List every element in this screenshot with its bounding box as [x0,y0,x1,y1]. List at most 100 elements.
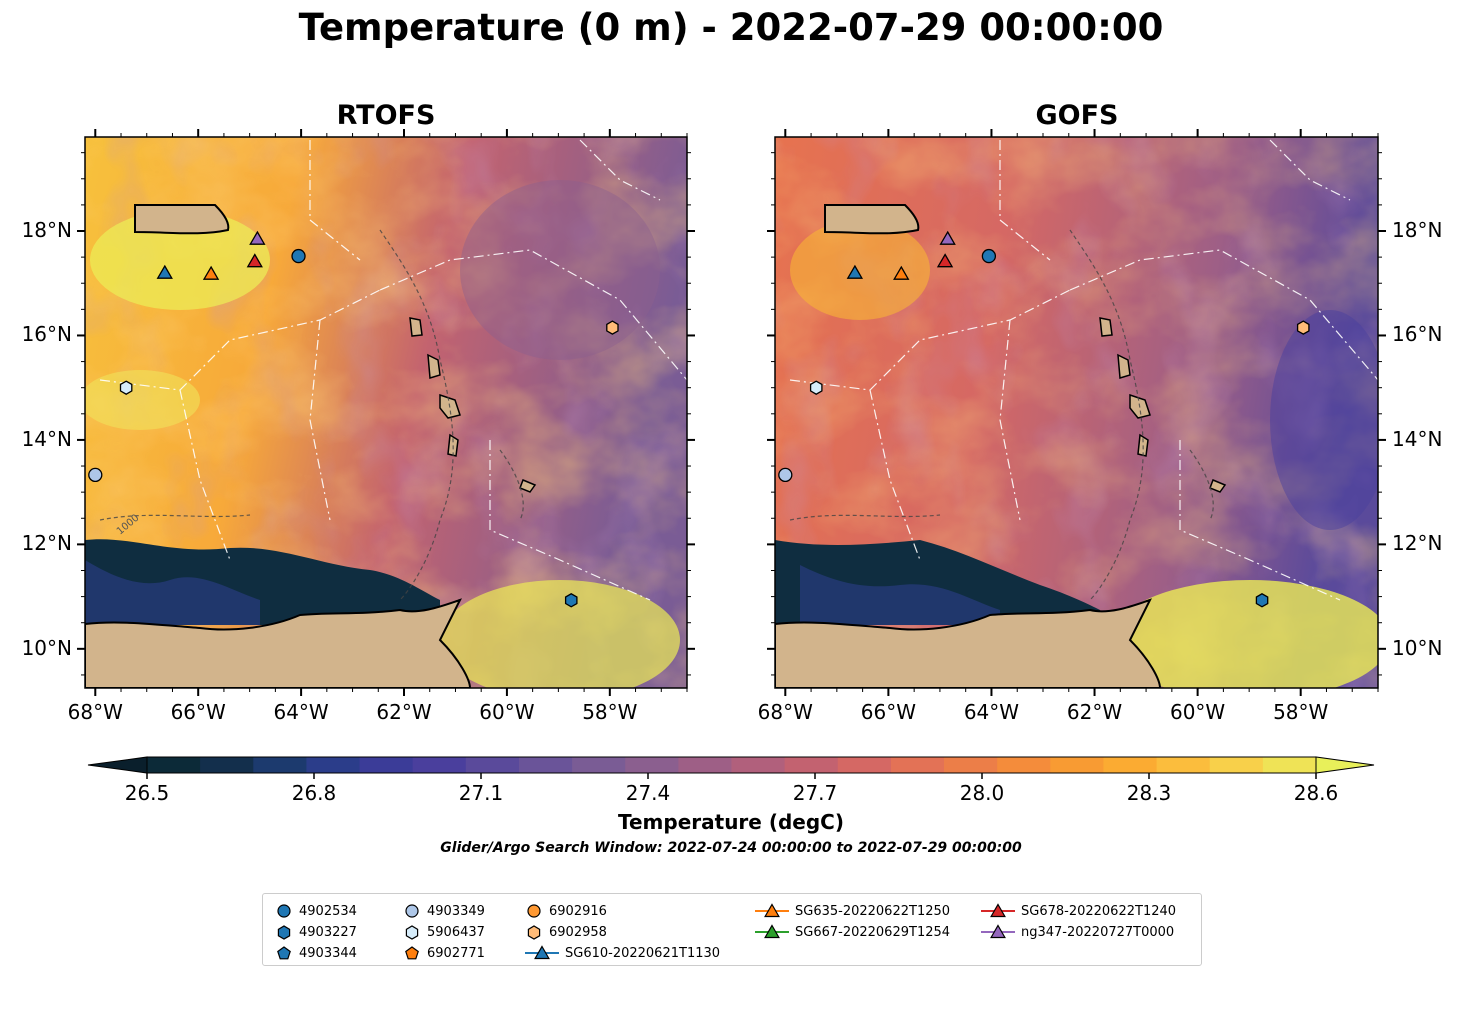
gofs-marker-4902534 [981,248,997,264]
colorbar [87,756,1375,779]
gofs-marker-5906437 [809,380,823,395]
legend-marker-icon [277,904,291,918]
panel-title-gofs: GOFS [1035,100,1119,131]
colorbar-tick-label: 28.6 [1293,781,1339,805]
colorbar-segment [306,757,361,773]
rtofs-marker-5906437 [119,380,133,395]
colorbar-tick-label: 27.7 [792,781,838,805]
legend-item: 4903227 [275,923,357,941]
gofs-eez-boundaries [789,139,1378,601]
gofs-lon-label: 66°W [860,700,916,724]
legend-label: 6902916 [549,903,607,919]
gofs-lat-label: 10°N [1392,635,1443,660]
colorbar-segment [997,757,1051,773]
rtofs-lat-label: 14°N [21,426,72,451]
legend-label: 4903227 [299,924,357,940]
colorbar-segment [1156,757,1211,773]
legend-label: SG667-20220629T1254 [795,924,951,940]
legend-label: 4903349 [427,903,485,919]
gofs-markers [778,230,1310,608]
legend-label: 6902958 [549,924,607,940]
colorbar-extend-low [87,756,148,774]
legend-marker-icon [405,946,419,960]
legend-marker-icon [981,903,1015,918]
rtofs-lon-label: 66°W [170,700,226,724]
rtofs-marker-SG635-20220622T1250 [202,265,220,280]
legend-marker-icon [527,904,541,918]
gofs-bathymetry-contours [789,229,1214,601]
rtofs-lat-label: 16°N [21,322,72,347]
colorbar-segment [200,757,254,773]
colorbar-segment [784,757,839,773]
colorbar-tick-label: 26.8 [291,781,337,805]
legend-marker-icon [405,904,419,918]
gofs-frame [774,136,1379,689]
rtofs-lat-label: 10°N [21,635,72,660]
gofs-lon-label: 64°W [963,700,1020,724]
rtofs-lon-label: 58°W [582,700,638,724]
colorbar-segment [1209,757,1264,773]
rtofs-marker-4903349 [88,467,103,483]
legend-item: 6902916 [525,902,607,920]
legend-item: 6902771 [403,944,485,962]
legend-item: 4903344 [275,944,357,962]
gofs-lon-label: 68°W [757,700,813,724]
gofs-marker-4903227 [1255,593,1269,608]
rtofs-marker-6902958 [606,320,619,335]
colorbar-segment [1103,757,1158,773]
rtofs-marker-SG610-20220621T1130 [156,264,173,279]
colorbar-tick-label: 26.5 [124,781,170,805]
legend-label: 6902771 [427,945,485,961]
legend-marker-icon [527,925,541,940]
colorbar-outline [146,756,1317,774]
gofs-lat-label: 18°N [1392,218,1443,242]
colorbar-tick-label: 27.1 [458,781,504,805]
colorbar-segment [731,757,786,773]
rtofs-land [85,204,537,688]
legend-label: ng347-20220727T0000 [1021,924,1175,940]
rtofs-lat-label: 18°N [21,218,72,242]
gofs-lon-label: 60°W [1169,700,1226,724]
gofs-marker-6902958 [1296,320,1310,335]
main-title: Temperature (0 m) - 2022-07-29 00:00:00 [298,6,1164,49]
gofs-marker-SG635-20220622T1250 [893,265,910,280]
gofs-lon-label: 58°W [1273,700,1329,724]
colorbar-segment [944,757,998,773]
legend-item: SG610-20220621T1130 [525,944,720,962]
gofs-marker-SG678-20220622T1240 [936,253,954,268]
rtofs-lat-label: 12°N [21,531,72,556]
legend-marker-icon [981,924,1015,939]
rtofs-lon-label: 62°W [376,700,432,724]
legend-item: 4902534 [275,902,357,920]
colorbar-segment [412,757,467,773]
legend-marker-icon [277,946,291,960]
axis-ticks [77,129,1386,696]
colorbar-tick-label: 28.0 [959,781,1005,805]
rtofs-frame [84,136,688,689]
rtofs-lon-label: 64°W [273,700,329,724]
colorbar-segment [572,757,626,773]
colorbar-extend-high [1315,756,1375,774]
legend-label: SG678-20220622T1240 [1021,903,1177,919]
colorbar-tick-label: 27.4 [625,781,671,805]
gofs-marker-ng347-20220727T0000 [939,230,956,245]
legend-item: 6902958 [525,923,607,941]
rtofs-marker-ng347-20220727T0000 [249,230,266,245]
rtofs-marker-4903227 [564,593,578,608]
legend-item: SG667-20220629T1254 [755,923,950,941]
colorbar-segment [359,757,414,773]
legend-marker-icon [405,925,419,940]
legend-item: 4903349 [403,902,485,920]
legend: 4902534 4903227 4903344 4903349 5906437 69027… [262,893,1202,966]
legend-label: SG635-20220622T1250 [795,903,951,919]
legend-item: SG678-20220622T1240 [981,902,1176,920]
gofs-land [775,204,1227,688]
legend-label: 4903344 [299,945,357,961]
colorbar-segment [837,757,892,773]
gofs-map [775,137,1378,688]
gofs-lat-label: 16°N [1392,322,1443,347]
legend-item: SG635-20220622T1250 [755,902,950,920]
legend-label: 5906437 [427,924,485,940]
rtofs-bathymetry-contours [99,229,524,601]
rtofs-marker-SG678-20220622T1240 [246,253,263,268]
